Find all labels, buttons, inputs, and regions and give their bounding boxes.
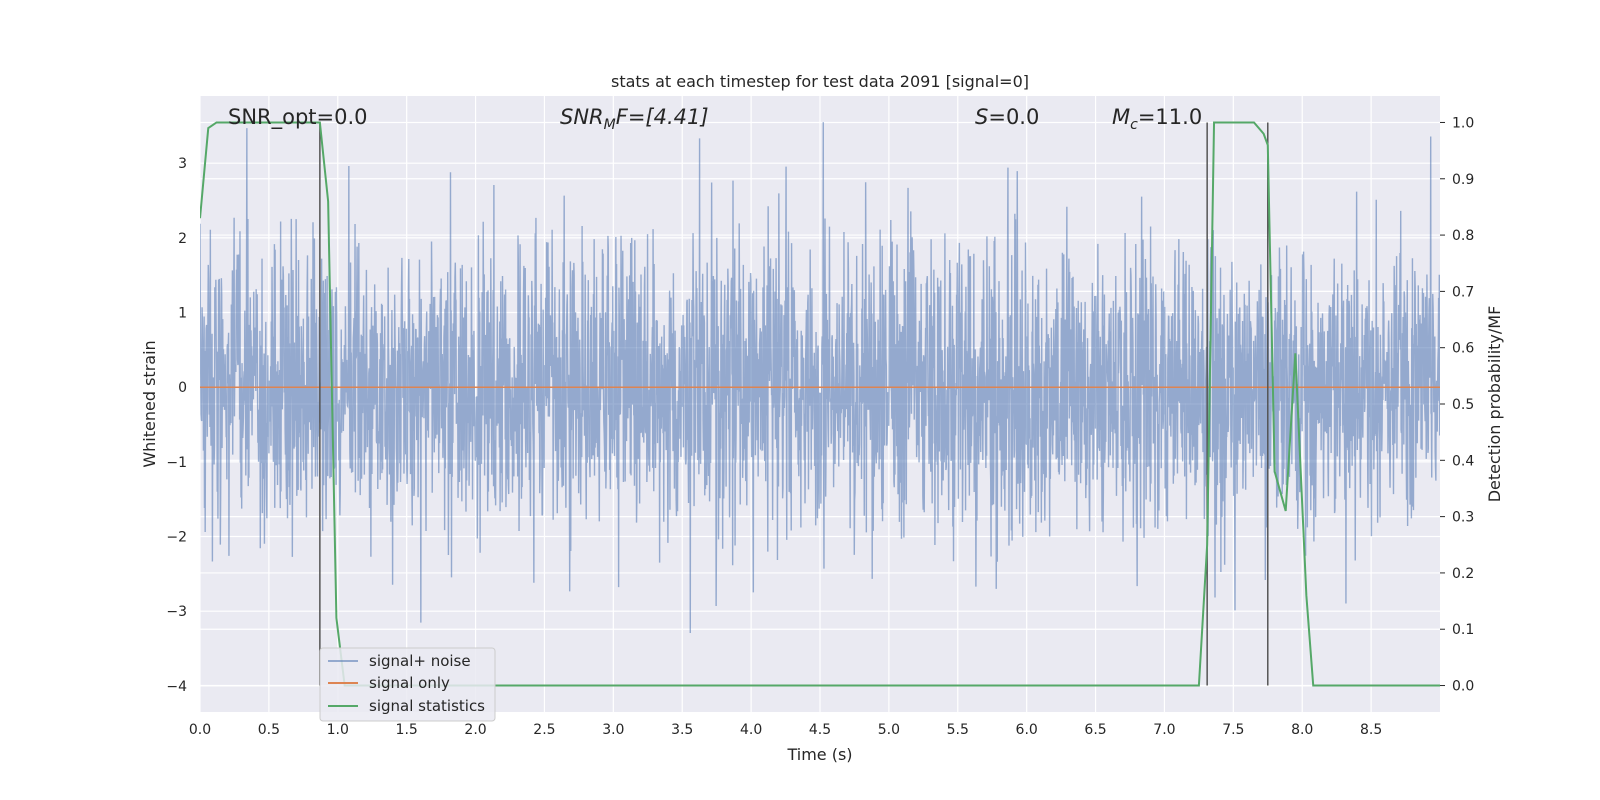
signal-noise-series	[200, 122, 1440, 633]
y-right-tick-label: 0.7	[1452, 284, 1474, 300]
x-tick-label: 2.5	[533, 722, 555, 738]
y-tick-label: 1	[178, 306, 187, 322]
x-tick-label: 7.5	[1222, 722, 1244, 738]
y-right-axis-label: Detection probability/MF	[1485, 306, 1504, 503]
legend: signal+ noise signal only signal statist…	[319, 647, 496, 722]
annotation-snr-mf-sub: M	[604, 117, 616, 133]
x-tick-label: 0.0	[189, 722, 211, 738]
y-tick-label: −4	[166, 679, 187, 695]
chart-title: stats at each timestep for test data 209…	[611, 72, 1029, 91]
y-right-tick-label: 1.0	[1452, 115, 1474, 131]
x-tick-label: 7.0	[1153, 722, 1175, 738]
legend-box	[319, 647, 496, 722]
annotation-snr-mf-main: SNR	[560, 105, 604, 129]
x-tick-label: 6.0	[1016, 722, 1038, 738]
x-tick-label: 3.5	[671, 722, 693, 738]
x-tick-label: 5.5	[947, 722, 969, 738]
annotation-mc-rest: =11.0	[1138, 105, 1202, 129]
x-tick-label: 1.5	[396, 722, 418, 738]
x-tick-label: 4.0	[740, 722, 762, 738]
y-tick-label: 2	[178, 231, 187, 247]
legend-label-signal-noise: signal+ noise	[369, 652, 471, 670]
signal-noise-line	[200, 122, 1440, 633]
vertical-lines	[319, 122, 1269, 686]
x-tick-label: 4.5	[809, 722, 831, 738]
y-right-tick-label: 0.2	[1452, 566, 1474, 582]
legend-label-signal-only: signal only	[369, 674, 450, 692]
y-tick-label: 3	[178, 156, 187, 172]
annotation-mc: Mc=11.0	[1112, 105, 1202, 133]
y-right-tick-label: 0.5	[1452, 397, 1474, 413]
y-tick-label: −3	[166, 604, 187, 620]
signal-statistics-line	[200, 121, 1440, 687]
y-axis-label: Whitened strain	[140, 340, 159, 467]
y-right-tick-label: 0.9	[1452, 172, 1474, 188]
y-tick-label: −1	[166, 455, 187, 471]
signal-statistics-series	[200, 121, 1440, 687]
y-right-tick-label: 0.1	[1452, 622, 1474, 638]
annotation-s-rest: =0.0	[988, 105, 1039, 129]
annotation-mc-main: M	[1112, 105, 1130, 129]
y-tick-label: −2	[166, 530, 187, 546]
x-tick-label: 3.0	[602, 722, 624, 738]
x-tick-label: 1.0	[327, 722, 349, 738]
annotation-s-main: S	[975, 105, 988, 129]
annotation-s: S=0.0	[975, 105, 1039, 129]
x-tick-label: 8.5	[1360, 722, 1382, 738]
x-tick-label: 8.0	[1291, 722, 1313, 738]
y-right-tick-label: 0.6	[1452, 341, 1474, 357]
annotation-snr-mf-rest: F=[4.41]	[616, 105, 709, 129]
x-tick-label: 5.0	[878, 722, 900, 738]
y-ticks: 3 2 1 0 −1 −2 −3 −4	[166, 156, 187, 695]
x-tick-label: 6.5	[1084, 722, 1106, 738]
x-axis-label: Time (s)	[786, 745, 852, 764]
y-right-ticks: 0.0 0.1 0.2 0.3 0.4 0.5 0.6 0.7 0.8 0.9 1.0	[1440, 115, 1474, 695]
annotation-snr-opt: SNR_opt=0.0	[228, 105, 368, 130]
y-tick-label: 0	[178, 380, 187, 396]
y-right-tick-label: 0.3	[1452, 510, 1474, 526]
y-right-tick-label: 0.0	[1452, 679, 1474, 695]
x-tick-label: 2.0	[464, 722, 486, 738]
y-right-tick-label: 0.4	[1452, 453, 1474, 469]
x-ticks: 0.0 0.5 1.0 1.5 2.0 2.5 3.0 3.5 4.0 4.5 5.0 5.5 6.0 6…	[189, 722, 1382, 738]
legend-label-signal-statistics: signal statistics	[369, 697, 485, 715]
y-right-tick-label: 0.8	[1452, 228, 1474, 244]
annotation-snr-mf: SNRMF=[4.41]	[560, 105, 709, 133]
x-tick-label: 0.5	[258, 722, 280, 738]
annotation-mc-sub: c	[1130, 117, 1138, 133]
